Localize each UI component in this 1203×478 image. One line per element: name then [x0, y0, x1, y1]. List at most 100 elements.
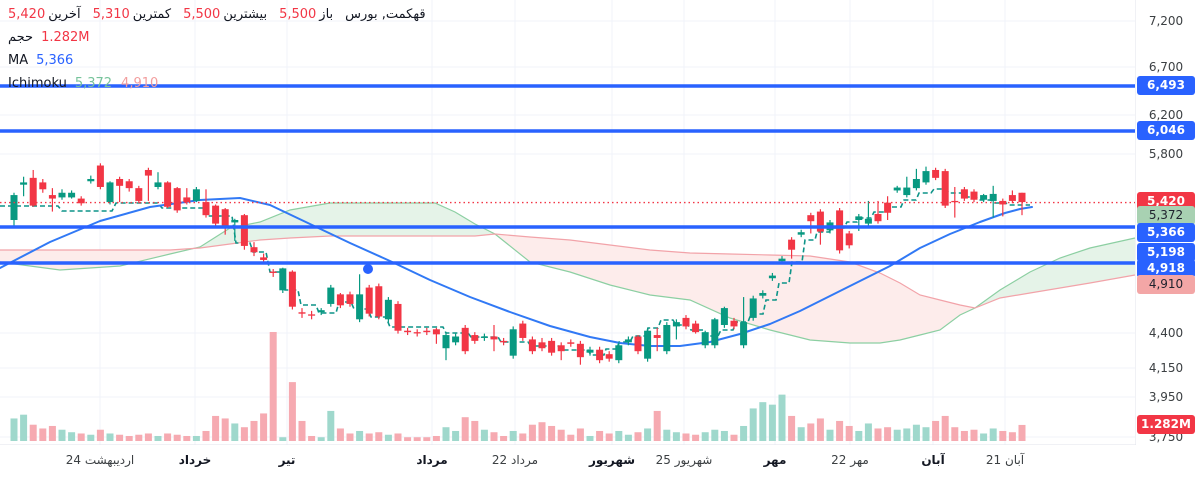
volume-bar [231, 423, 239, 441]
volume-bar [538, 422, 546, 441]
legend-ma-row[interactable]: MA 5,366 [8, 49, 426, 72]
candle-body [423, 330, 431, 333]
volume-bar [279, 437, 287, 441]
ichimoku-cloud [880, 273, 900, 343]
ichimoku-cloud [920, 295, 940, 335]
volume-bar [596, 430, 604, 441]
candle-body [788, 239, 796, 250]
time-axis[interactable]: 24 اردیبهشت خرداد تیر مرداد 22 مرداد شهریور 25… [0, 445, 1203, 478]
ichimoku-cloud [730, 254, 770, 330]
time-tick-label: 25 شهریور [655, 453, 713, 467]
volume-bar [740, 425, 748, 441]
candle-body [452, 336, 460, 343]
time-tick-label: شهریور [588, 453, 636, 467]
candle-body [490, 336, 498, 340]
volume-bar [788, 415, 796, 441]
ichimoku-cloud [810, 256, 850, 343]
candle-body [356, 294, 364, 320]
volume-bar [144, 433, 152, 441]
candle-body [173, 188, 181, 211]
volume-bar [557, 429, 565, 441]
price-axis[interactable]: 7,200 6,700 6,200 5,800 4,400 4,150 3,950 3,750… [1136, 0, 1203, 445]
ma-line [0, 197, 1033, 347]
candle-body [375, 286, 383, 317]
price-badge: 6,493 [1137, 76, 1195, 95]
ichimoku-span-a-line [0, 202, 1136, 344]
candle-body [644, 330, 652, 359]
candle-body [807, 215, 815, 222]
legend-ichimoku-row[interactable]: Ichimoku 5,372 4,910 [8, 72, 426, 95]
candle-body [77, 198, 85, 204]
volume-bar [989, 428, 997, 441]
ichimoku-cloud [650, 250, 690, 300]
volume-label: حجم [8, 30, 34, 45]
volume-bar [135, 434, 143, 441]
volume-bar [260, 413, 268, 441]
ichimoku-cloud [1090, 238, 1135, 283]
open-price-value: 5,500 [279, 7, 317, 22]
price-badge: 1.282M [1137, 415, 1195, 434]
candle-body [298, 312, 306, 314]
volume-bar [10, 418, 18, 441]
candle-body [212, 205, 220, 224]
candle-body [250, 247, 258, 253]
volume-bar [624, 434, 632, 441]
volume-bar [768, 404, 776, 441]
candle-body [701, 332, 709, 346]
volume-bar [884, 427, 892, 441]
volume-bar [615, 430, 623, 441]
volume-bar [29, 424, 37, 441]
volume-bar [288, 382, 296, 441]
ichimoku-value-a: 5,372 [74, 76, 113, 91]
legend-volume-row: حجم 1.282M [8, 26, 426, 49]
candle-body [960, 189, 968, 199]
volume-bar [269, 331, 277, 441]
legend: 5,420 آخرین 5,310 کمترین 5,500 بیشترین 5… [8, 3, 426, 95]
candle-body [864, 218, 872, 224]
candle-body [682, 317, 690, 327]
time-tick-label: 22 مهر [831, 453, 869, 467]
volume-bar [759, 402, 767, 441]
volume-bar [183, 435, 191, 441]
volume-bar [413, 437, 421, 441]
candle-body [135, 188, 143, 201]
candle-body [394, 303, 402, 331]
candle-body [970, 191, 978, 200]
candle-body [10, 195, 18, 220]
volume-bar [692, 434, 700, 441]
time-tick-label: مهر [763, 453, 787, 467]
candle-body [711, 319, 719, 346]
candle-body [500, 340, 508, 343]
candle-body [20, 182, 28, 185]
open-price-label: باز [319, 7, 334, 22]
volume-bar [749, 408, 757, 441]
candle-body [816, 211, 824, 232]
candle-body [634, 336, 642, 352]
symbol-name[interactable]: قهکمت, بورس [345, 7, 426, 22]
volume-bar [77, 433, 85, 441]
ichimoku-cloud [770, 255, 810, 340]
volume-bar [980, 433, 988, 441]
candle-body [567, 342, 575, 344]
candle-body [548, 340, 556, 353]
candle-body [96, 165, 104, 187]
marker-dot[interactable] [363, 264, 373, 274]
volume-bar [999, 430, 1007, 441]
volume-bar [68, 432, 76, 441]
ichimoku-cloud [260, 210, 290, 240]
candle-body [442, 335, 450, 349]
candle-body [125, 181, 133, 189]
candle-body [144, 169, 152, 176]
ichimoku-cloud [1030, 258, 1060, 293]
candle-body [538, 342, 546, 349]
candle-body [759, 292, 767, 296]
candle-body [855, 216, 863, 220]
candle-body [586, 349, 594, 353]
ichimoku-cloud [610, 245, 650, 295]
candle-body [202, 202, 210, 216]
candle-body [509, 329, 517, 356]
volume-bar [384, 434, 392, 441]
candle-body [845, 233, 853, 246]
candle-body [106, 182, 114, 203]
